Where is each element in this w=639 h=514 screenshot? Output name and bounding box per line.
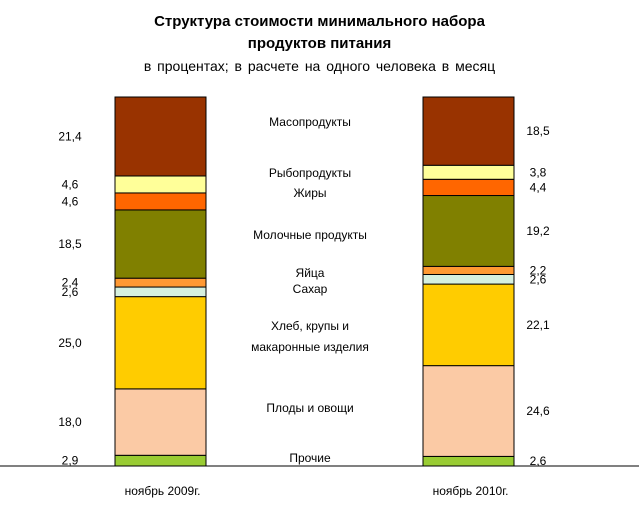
bar-segment-7-0 bbox=[114, 175, 207, 194]
series-label-5: Молочные продукты bbox=[253, 228, 367, 242]
value-label-0-1: 2,6 bbox=[530, 454, 547, 468]
value-label-2-1: 22,1 bbox=[526, 318, 550, 332]
value-label-3-0: 2,6 bbox=[62, 285, 79, 299]
value-label-6-1: 4,4 bbox=[530, 180, 547, 194]
series-label-6: Жиры bbox=[293, 186, 326, 200]
series-label-0: Прочие bbox=[289, 451, 331, 465]
value-label-3-1: 2,6 bbox=[530, 272, 547, 286]
series-label-7: Рыбопродукты bbox=[269, 166, 351, 180]
bar-segment-3-1 bbox=[422, 273, 515, 285]
bar-segment-3-0 bbox=[114, 286, 207, 298]
bar-segment-6-0 bbox=[114, 192, 207, 211]
category-label-0: ноябрь 2009г. bbox=[125, 484, 201, 498]
bar-segment-2-1 bbox=[422, 283, 515, 367]
value-label-6-0: 4,6 bbox=[62, 194, 79, 208]
bar-segment-5-0 bbox=[114, 209, 207, 279]
bar-segment-8-0 bbox=[114, 96, 207, 177]
value-label-5-0: 18,5 bbox=[58, 237, 82, 251]
bar-segment-1-1 bbox=[422, 365, 515, 457]
series-label-2-line-1: макаронные изделия bbox=[251, 340, 369, 354]
series-label-3: Сахар bbox=[293, 282, 328, 296]
series-label-1: Плоды и овощи bbox=[266, 401, 353, 415]
bar-segment-6-1 bbox=[422, 178, 515, 197]
series-label-8: Масопродукты bbox=[269, 115, 351, 129]
value-label-2-0: 25,0 bbox=[58, 336, 82, 350]
series-label-2-line-0: Хлеб, крупы и bbox=[271, 319, 349, 333]
bar-segment-7-1 bbox=[422, 164, 515, 180]
category-label-1: ноябрь 2010г. bbox=[433, 484, 509, 498]
value-label-8-1: 18,5 bbox=[526, 124, 550, 138]
chart-subtitle: в процентах; в расчете на одного человек… bbox=[143, 58, 496, 74]
bar-segment-4-1 bbox=[422, 265, 515, 275]
value-label-4-0: 2,4 bbox=[62, 276, 79, 290]
value-label-1-1: 24,6 bbox=[526, 404, 550, 418]
bar-segment-1-0 bbox=[114, 388, 207, 456]
bar-segment-8-1 bbox=[422, 96, 515, 166]
value-label-4-1: 2,2 bbox=[530, 263, 547, 277]
value-label-7-1: 3,8 bbox=[530, 165, 547, 179]
chart-title-line-1: Структура стоимости минимального набора bbox=[154, 13, 485, 30]
bar-segment-0-0 bbox=[114, 454, 207, 467]
value-label-8-0: 21,4 bbox=[58, 129, 82, 143]
value-label-7-0: 4,6 bbox=[62, 177, 79, 191]
bar-segment-5-1 bbox=[422, 195, 515, 267]
value-label-0-0: 2,9 bbox=[62, 454, 79, 468]
chart-title-line-2: продуктов питания bbox=[247, 35, 392, 52]
value-label-5-1: 19,2 bbox=[526, 224, 550, 238]
bar-segment-2-0 bbox=[114, 296, 207, 390]
series-label-4: Яйца bbox=[296, 266, 325, 280]
bar-segment-0-1 bbox=[422, 455, 515, 467]
bar-segment-4-0 bbox=[114, 277, 207, 288]
value-label-1-0: 18,0 bbox=[58, 415, 82, 429]
